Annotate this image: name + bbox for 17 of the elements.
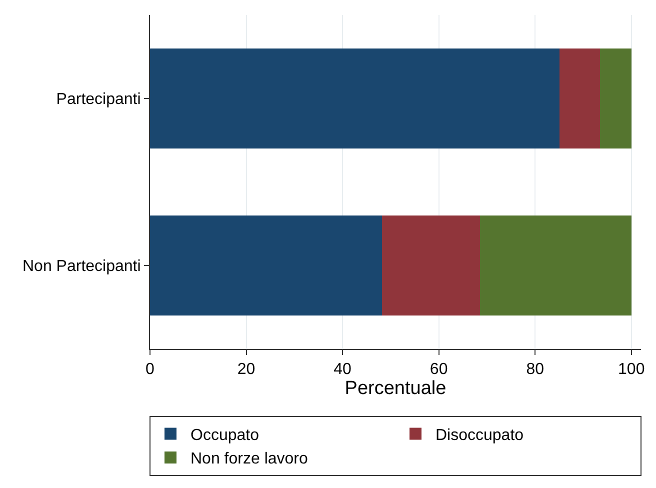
x-axis-title: Percentuale [344,378,446,400]
bar [382,215,480,316]
x-tick-label: 60 [430,361,448,378]
x-tick-label: 80 [526,361,544,378]
x-tick-label: 20 [237,361,256,378]
legend-label: Disoccupato [436,426,524,444]
x-tick-label: 100 [618,361,645,378]
bar [150,48,560,149]
bar [150,215,382,316]
y-tick-label: Non Partecipanti [22,258,141,276]
legend-label: Occupato [190,426,260,444]
bar [600,48,632,149]
x-tick-label: 0 [146,361,155,378]
bar [560,48,600,149]
x-tick-label: 40 [334,361,352,378]
y-tick-label: Partecipanti [56,91,141,108]
bar [480,215,632,316]
